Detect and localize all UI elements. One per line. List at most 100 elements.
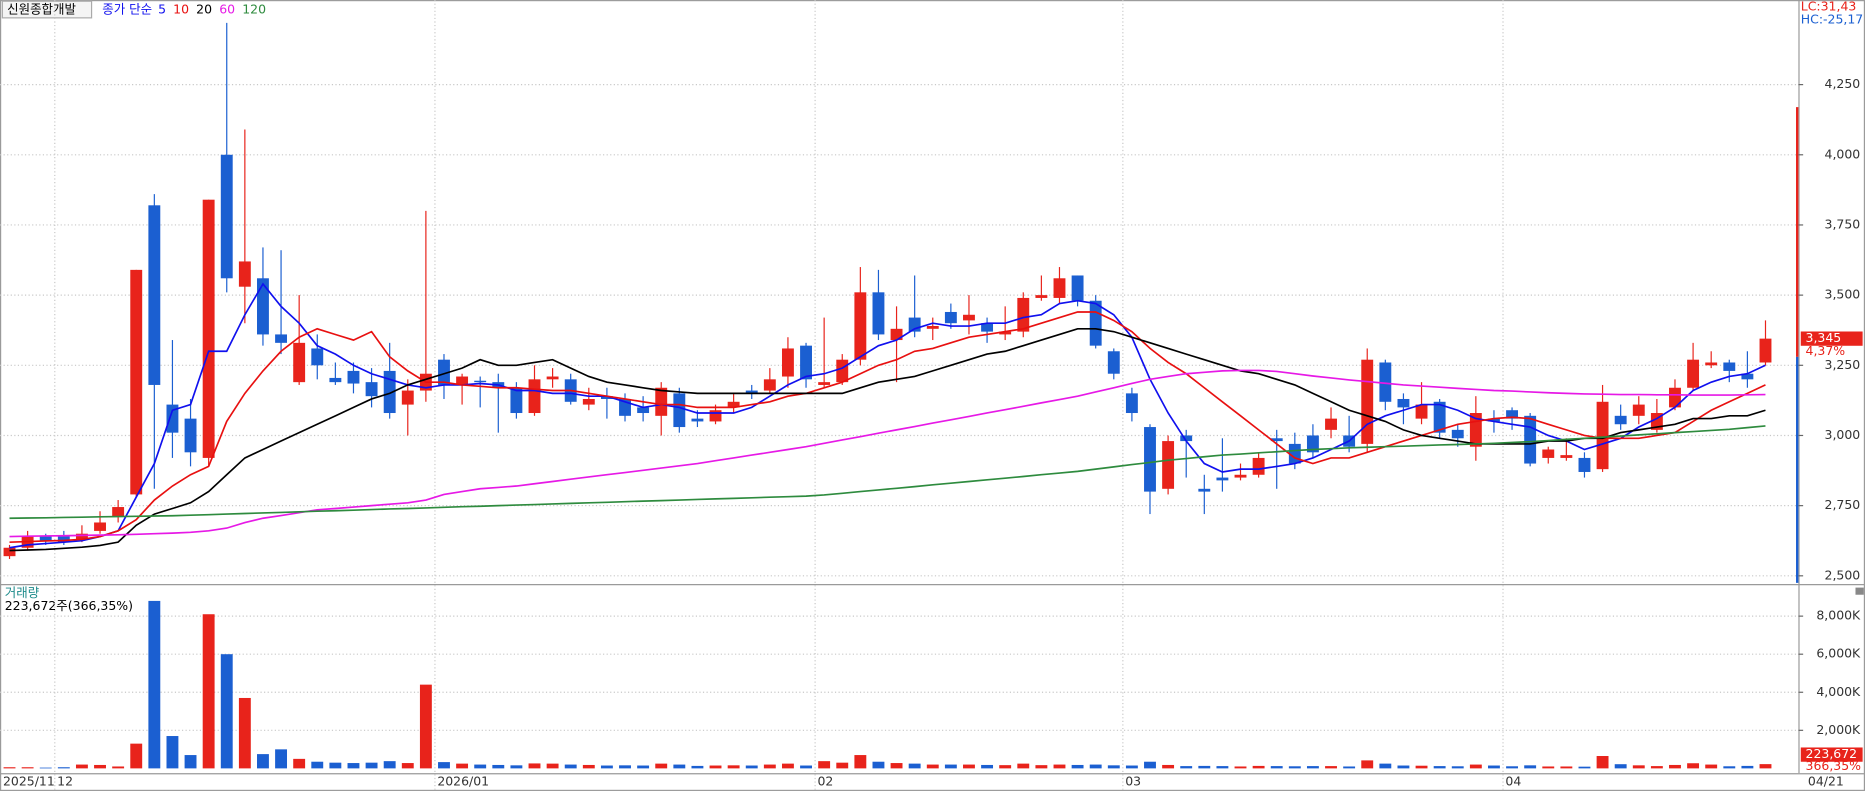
volume-bar bbox=[981, 764, 994, 769]
volume-bar bbox=[401, 763, 414, 769]
title-box bbox=[1, 0, 93, 19]
candle-body bbox=[347, 370, 360, 384]
candle-body bbox=[926, 326, 939, 329]
x-tick-label: 03 bbox=[1125, 774, 1141, 789]
x-tick-label: 12 bbox=[57, 774, 73, 789]
candle-body bbox=[1650, 413, 1663, 430]
candle-body bbox=[148, 205, 161, 385]
candle-body bbox=[1759, 338, 1772, 363]
volume-bar bbox=[311, 761, 324, 769]
candle-body bbox=[1361, 359, 1374, 444]
candle-body bbox=[275, 334, 288, 343]
volume-bar bbox=[94, 764, 106, 769]
volume-bar bbox=[727, 765, 740, 769]
chart-title: 신원종합개발 bbox=[7, 2, 76, 17]
candle-body bbox=[293, 342, 306, 383]
candle-body bbox=[1705, 362, 1718, 366]
volume-bar bbox=[474, 764, 487, 769]
volume-bar bbox=[1379, 763, 1392, 769]
candle-body bbox=[1325, 418, 1337, 430]
volume-bar bbox=[148, 600, 161, 769]
volume-bar bbox=[1306, 766, 1319, 769]
volume-bar bbox=[1469, 764, 1482, 769]
volume-bar bbox=[75, 764, 88, 769]
x-tick-label: 2025/11 bbox=[3, 774, 55, 789]
candle-body bbox=[1216, 477, 1229, 481]
y-tick-label: 3,000 bbox=[1825, 427, 1861, 442]
volume-bar bbox=[1234, 766, 1247, 769]
candle-body bbox=[365, 382, 378, 397]
candle-body bbox=[1288, 443, 1301, 464]
volume-bar bbox=[1632, 765, 1645, 769]
volume-bar bbox=[1180, 766, 1193, 769]
volume-bar bbox=[1071, 764, 1084, 769]
x-tick-label: 04 bbox=[1505, 774, 1521, 789]
candle-body bbox=[763, 379, 776, 391]
volume-bar bbox=[1451, 766, 1464, 769]
volume-bar bbox=[510, 765, 523, 769]
volume-bar bbox=[184, 755, 197, 769]
candle-body bbox=[257, 278, 269, 335]
ma-line bbox=[9, 425, 1766, 520]
y-tick-label: 2,750 bbox=[1825, 497, 1861, 512]
volume-bar bbox=[854, 755, 867, 769]
candle-body bbox=[546, 376, 559, 380]
volume-bar bbox=[944, 764, 957, 769]
volume-bar bbox=[1669, 764, 1681, 769]
legend-entry: 120 bbox=[242, 2, 266, 17]
volume-bar bbox=[1216, 766, 1229, 769]
volume-bar bbox=[655, 763, 668, 769]
candle-body bbox=[112, 507, 125, 517]
volume-bar bbox=[492, 764, 505, 769]
candle-body bbox=[1234, 474, 1247, 478]
lc-label: LC:31,43 bbox=[1801, 0, 1857, 14]
volume-bar bbox=[1361, 760, 1374, 769]
candle-body bbox=[130, 269, 143, 495]
candle-body bbox=[1306, 435, 1319, 453]
volume-bar bbox=[275, 749, 288, 769]
panel-button[interactable] bbox=[1855, 587, 1864, 595]
last-volume-label: 223,672 bbox=[1806, 746, 1858, 761]
candle-body bbox=[1089, 300, 1102, 346]
volume-bar bbox=[1397, 765, 1410, 769]
volume-bar bbox=[818, 761, 831, 769]
candle-body bbox=[944, 311, 957, 324]
volume-bar bbox=[293, 758, 306, 769]
candle-body bbox=[57, 536, 70, 543]
candle-body bbox=[745, 390, 758, 394]
candle-body bbox=[836, 359, 849, 383]
candle-body bbox=[619, 398, 631, 416]
volume-bar bbox=[1705, 764, 1718, 769]
volume-bar bbox=[637, 765, 650, 769]
candle-body bbox=[1397, 398, 1410, 408]
volume-bar bbox=[1741, 765, 1754, 769]
candle-body bbox=[673, 393, 686, 428]
volume-bar bbox=[1107, 765, 1120, 769]
volume-bar bbox=[691, 765, 704, 769]
y-tick-label: 3,750 bbox=[1825, 216, 1861, 231]
y-tick-label: 2,500 bbox=[1825, 567, 1861, 582]
candle-body bbox=[1506, 410, 1519, 419]
candle-body bbox=[637, 407, 650, 414]
volume-bar bbox=[1053, 764, 1066, 769]
candle-body bbox=[438, 359, 450, 385]
legend-entry: 5 bbox=[158, 2, 166, 17]
volume-bar bbox=[781, 763, 794, 769]
legend: 신원종합개발 종가 단순 5 10 20 60 120 bbox=[1, 0, 266, 19]
volume-bar bbox=[1089, 764, 1102, 769]
candle-body bbox=[709, 410, 722, 422]
candle-body bbox=[1542, 449, 1555, 458]
candle-body bbox=[383, 370, 396, 414]
volume-bar bbox=[3, 767, 16, 769]
candle-body bbox=[981, 323, 994, 332]
volume-bar bbox=[456, 763, 469, 769]
candle-body bbox=[1632, 404, 1645, 416]
candle-body bbox=[1071, 275, 1084, 301]
candle-body bbox=[1578, 457, 1591, 472]
volume-bar bbox=[383, 761, 396, 769]
volume-bar bbox=[1144, 761, 1156, 769]
volume-bar bbox=[329, 762, 342, 769]
candle-body bbox=[854, 292, 867, 360]
candle-body bbox=[1451, 429, 1464, 439]
